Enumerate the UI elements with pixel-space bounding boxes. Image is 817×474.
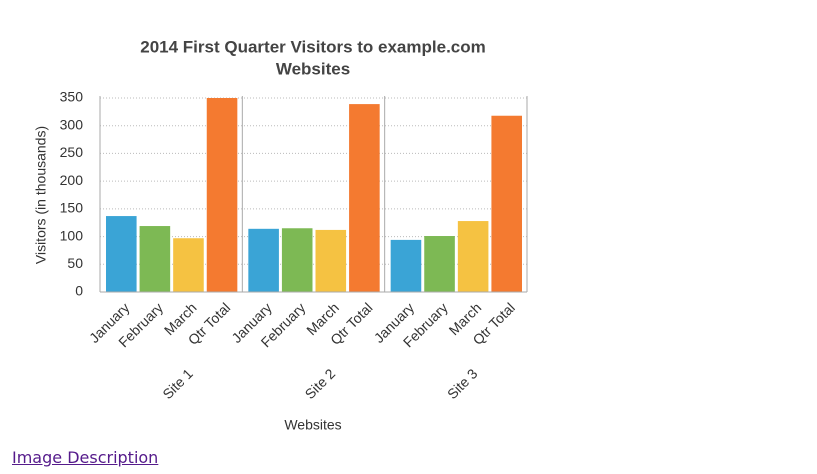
y-tick-label: 50 [67, 255, 83, 271]
y-tick-label: 100 [60, 227, 84, 243]
bar [281, 228, 313, 292]
y-tick-label: 150 [60, 200, 84, 216]
group-label: Site 3 [444, 365, 481, 402]
bar [424, 236, 455, 292]
bar [390, 239, 422, 292]
bar [206, 98, 238, 292]
bar [248, 228, 279, 292]
y-tick-label: 200 [60, 172, 84, 188]
chart-title: Websites [276, 59, 350, 78]
bar [457, 221, 489, 292]
y-axis-label: Visitors (in thousands) [33, 126, 49, 264]
image-description-link[interactable]: Image Description [12, 448, 159, 467]
chart-title: 2014 First Quarter Visitors to example.c… [140, 37, 486, 56]
group-label: Site 2 [302, 365, 339, 402]
y-tick-label: 250 [60, 144, 84, 160]
y-tick-label: 300 [60, 116, 84, 132]
x-axis-label: Websites [284, 417, 341, 433]
y-tick-label: 0 [75, 283, 83, 299]
bar [491, 115, 522, 292]
bar [349, 104, 380, 293]
y-tick-label: 350 [60, 89, 84, 105]
bar [106, 216, 137, 292]
chart: 2014 First Quarter Visitors to example.c… [33, 37, 528, 433]
group-label: Site 1 [159, 365, 196, 402]
bar [173, 238, 204, 292]
bar [315, 229, 347, 292]
bar [139, 226, 171, 292]
